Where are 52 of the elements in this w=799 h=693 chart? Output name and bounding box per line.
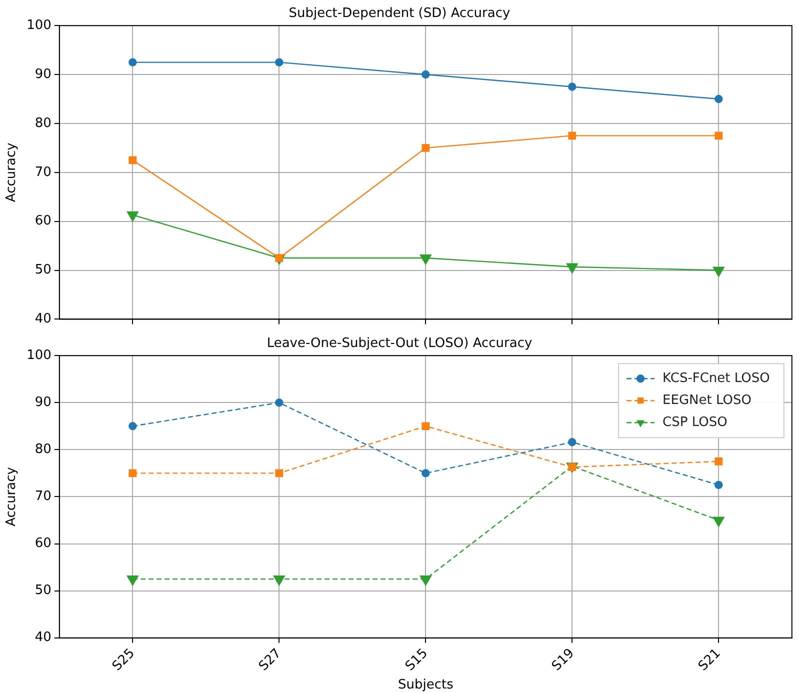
point [712, 516, 724, 527]
point [273, 575, 285, 586]
point [568, 82, 576, 91]
point [275, 58, 284, 66]
point [128, 422, 137, 430]
point [714, 480, 723, 490]
y-tick-label: 60 [34, 536, 52, 552]
x-tick-label: S15 [402, 646, 431, 674]
point [275, 398, 284, 407]
point [422, 70, 430, 79]
point [275, 469, 284, 478]
point [420, 254, 432, 265]
y-tick-label: 80 [34, 442, 52, 458]
point [128, 58, 137, 66]
y-tick-label: 50 [34, 583, 52, 598]
point [712, 266, 724, 277]
y-tick-label: 60 [34, 214, 52, 229]
x-axis-title: Subjects [398, 678, 454, 693]
point [422, 144, 430, 152]
y-tick-label: 100 [26, 348, 52, 363]
point [126, 575, 138, 586]
point [128, 156, 137, 164]
y-tick-label: 90 [34, 66, 52, 82]
legend-label: EEGNet LOSO [662, 392, 752, 408]
point [128, 469, 137, 478]
y-axis-title: Accuracy [4, 142, 20, 202]
point [422, 422, 430, 430]
legend-label: KCS-FCnet LOSO [662, 370, 770, 386]
point [568, 438, 576, 446]
point [422, 469, 430, 478]
chart-title: Leave-One-Subject-Out (LOSO) Accuracy [266, 336, 532, 352]
chart-title: Subject-Dependent (SD) Accuracy [288, 6, 510, 22]
y-tick-label: 40 [34, 630, 52, 646]
legend-label: CSP LOSO [662, 414, 728, 430]
y-axis-title: Accuracy [4, 466, 20, 526]
y-tick-label: 70 [34, 489, 52, 504]
y-tick-label: 90 [34, 395, 52, 410]
y-tick-label: 100 [26, 18, 52, 33]
x-tick-label: S25 [110, 646, 138, 674]
y-tick-label: 80 [34, 116, 52, 131]
y-tick-label: 70 [34, 164, 52, 180]
point [714, 132, 723, 140]
x-tick-label: S21 [696, 646, 724, 674]
point [568, 132, 576, 140]
y-tick-label: 40 [34, 312, 52, 327]
point [420, 575, 432, 586]
point [714, 458, 723, 466]
point [126, 211, 138, 222]
point [566, 263, 578, 274]
point [714, 94, 723, 104]
x-tick-label: S19 [549, 646, 578, 674]
y-tick-label: 50 [34, 262, 52, 278]
